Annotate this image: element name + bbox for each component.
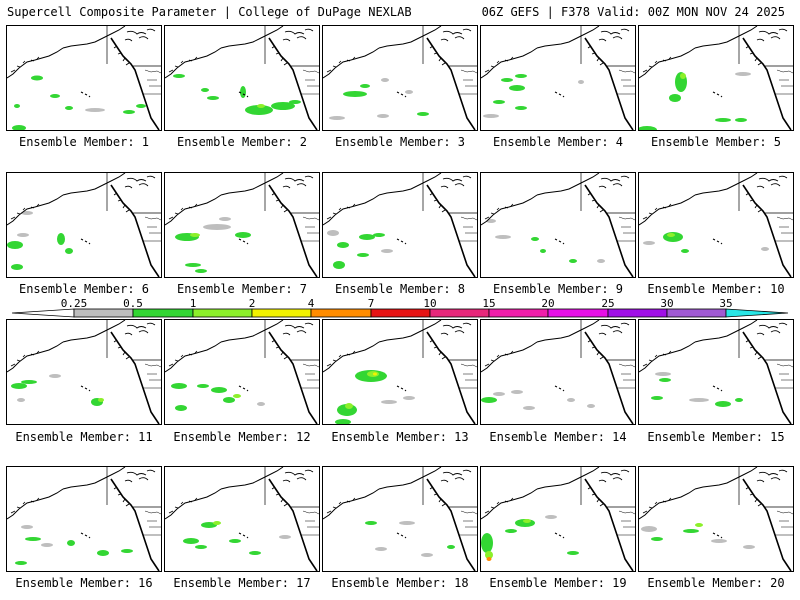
colorbar-tick-label: 4 xyxy=(307,297,315,310)
member-label-3: Ensemble Member: 3 xyxy=(334,135,466,149)
colorbar-bin-11 xyxy=(666,308,727,318)
colorbar-tick-label: 2 xyxy=(248,297,256,310)
colorbar-bin-1 xyxy=(73,308,134,318)
member-label-18: Ensemble Member: 18 xyxy=(331,576,469,590)
member-map-17 xyxy=(164,466,320,572)
colorbar xyxy=(11,308,789,318)
colorbar-bin-3 xyxy=(192,308,253,318)
member-label-2: Ensemble Member: 2 xyxy=(176,135,308,149)
member-map-16 xyxy=(6,466,162,572)
member-label-6: Ensemble Member: 6 xyxy=(18,282,150,296)
member-label-20: Ensemble Member: 20 xyxy=(647,576,785,590)
member-map-8 xyxy=(322,172,478,278)
member-label-17: Ensemble Member: 17 xyxy=(173,576,311,590)
model-run-info: 06Z GEFS | F378 Valid: 00Z MON NOV 24 20… xyxy=(481,5,785,19)
colorbar-bin-9 xyxy=(547,308,609,318)
colorbar-tick-label: 0.5 xyxy=(123,297,143,310)
colorbar-bin-4 xyxy=(251,308,312,318)
member-map-2 xyxy=(164,25,320,131)
member-map-12 xyxy=(164,319,320,425)
member-label-1: Ensemble Member: 1 xyxy=(18,135,150,149)
colorbar-upper-extension xyxy=(725,308,789,318)
member-label-14: Ensemble Member: 14 xyxy=(489,430,627,444)
member-label-5: Ensemble Member: 5 xyxy=(650,135,782,149)
member-map-9 xyxy=(480,172,636,278)
member-label-15: Ensemble Member: 15 xyxy=(647,430,785,444)
colorbar-tick-label: 20 xyxy=(541,297,555,310)
member-label-11: Ensemble Member: 11 xyxy=(15,430,153,444)
colorbar-bin-2 xyxy=(132,308,194,318)
member-label-16: Ensemble Member: 16 xyxy=(15,576,153,590)
colorbar-lower-extension xyxy=(11,308,75,318)
member-map-15 xyxy=(638,319,794,425)
colorbar-tick-label: 7 xyxy=(367,297,375,310)
member-map-14 xyxy=(480,319,636,425)
colorbar-bin-10 xyxy=(607,308,668,318)
member-label-4: Ensemble Member: 4 xyxy=(492,135,624,149)
member-map-7 xyxy=(164,172,320,278)
member-label-8: Ensemble Member: 8 xyxy=(334,282,466,296)
member-map-1 xyxy=(6,25,162,131)
chart-title: Supercell Composite Parameter | College … xyxy=(7,5,412,19)
member-label-12: Ensemble Member: 12 xyxy=(173,430,311,444)
member-map-6 xyxy=(6,172,162,278)
colorbar-tick-label: 0.25 xyxy=(60,297,88,310)
member-map-4 xyxy=(480,25,636,131)
colorbar-tick-label: 30 xyxy=(660,297,674,310)
colorbar-tick-label: 10 xyxy=(423,297,437,310)
colorbar-tick-label: 1 xyxy=(189,297,197,310)
colorbar-tick-label: 25 xyxy=(601,297,615,310)
colorbar-bin-8 xyxy=(488,308,549,318)
member-label-10: Ensemble Member: 10 xyxy=(647,282,785,296)
colorbar-bin-5 xyxy=(310,308,372,318)
member-label-7: Ensemble Member: 7 xyxy=(176,282,308,296)
member-map-10 xyxy=(638,172,794,278)
member-map-13 xyxy=(322,319,478,425)
member-label-19: Ensemble Member: 19 xyxy=(489,576,627,590)
member-label-13: Ensemble Member: 13 xyxy=(331,430,469,444)
member-map-3 xyxy=(322,25,478,131)
member-map-5 xyxy=(638,25,794,131)
colorbar-bin-7 xyxy=(429,308,490,318)
colorbar-tick-label: 35 xyxy=(719,297,733,310)
member-label-9: Ensemble Member: 9 xyxy=(492,282,624,296)
colorbar-bin-6 xyxy=(370,308,431,318)
member-map-18 xyxy=(322,466,478,572)
colorbar-tick-label: 15 xyxy=(482,297,496,310)
member-map-11 xyxy=(6,319,162,425)
member-map-20 xyxy=(638,466,794,572)
member-map-19 xyxy=(480,466,636,572)
